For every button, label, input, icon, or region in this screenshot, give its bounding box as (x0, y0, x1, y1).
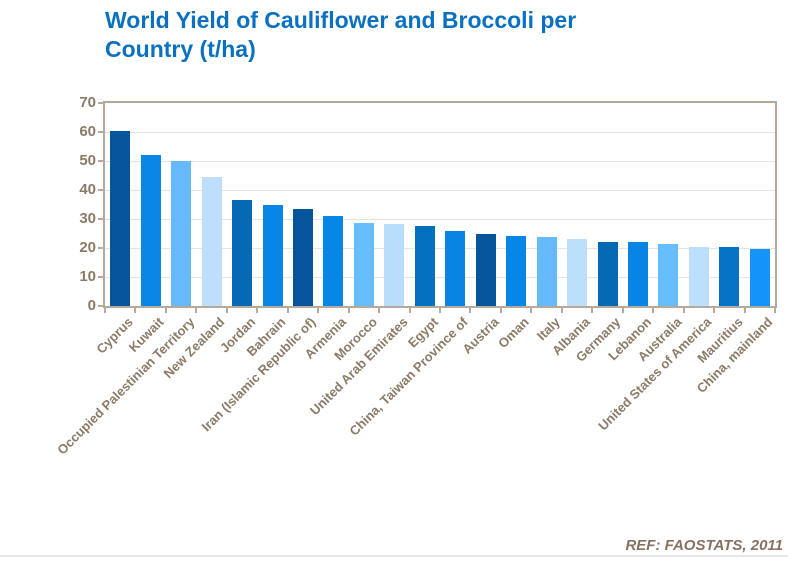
y-gridline (105, 132, 775, 133)
bar (597, 241, 618, 306)
bar (171, 161, 192, 306)
x-tick-mark (195, 308, 198, 313)
x-tick-mark (286, 308, 289, 313)
x-tick-mark (104, 308, 106, 313)
y-tick-mark (98, 131, 105, 133)
bar (262, 204, 283, 306)
reference-note: REF: FAOSTATS, 2011 (625, 537, 783, 554)
x-tick-mark (591, 308, 594, 313)
bar (323, 216, 344, 306)
chart-title: World Yield of Cauliflower and Broccoli … (105, 6, 765, 64)
bar (232, 200, 253, 306)
x-tick-mark (378, 308, 381, 313)
plot-area (103, 101, 777, 308)
bar (627, 242, 648, 306)
y-axis-label: 70 (79, 94, 96, 111)
y-gridline (105, 277, 775, 278)
bar (475, 233, 496, 306)
x-tick-mark (408, 308, 411, 313)
bar (536, 236, 557, 306)
y-tick-mark (98, 276, 105, 278)
y-tick-mark (98, 160, 105, 162)
bar (445, 230, 466, 306)
bar (414, 226, 435, 306)
x-tick-mark (743, 308, 746, 313)
y-tick-mark (98, 247, 105, 249)
x-tick-mark (621, 308, 624, 313)
x-tick-mark (713, 308, 716, 313)
bar (353, 222, 374, 306)
bar (567, 238, 588, 306)
y-gridline (105, 161, 775, 162)
x-tick-mark (774, 308, 776, 313)
y-axis-label: 0 (87, 297, 96, 314)
y-axis-label: 10 (79, 268, 96, 285)
y-axis-label: 30 (79, 210, 96, 227)
bar (110, 131, 131, 306)
bar (506, 235, 527, 306)
bar (658, 244, 679, 306)
x-tick-mark (560, 308, 563, 313)
bar (201, 177, 222, 306)
x-tick-mark (164, 308, 167, 313)
x-tick-mark (347, 308, 350, 313)
x-tick-mark (134, 308, 137, 313)
bar (688, 246, 709, 306)
x-axis-label: Occupied Palestinian Territory (53, 314, 198, 458)
x-tick-mark (499, 308, 502, 313)
x-tick-mark (439, 308, 441, 313)
y-axis-label: 40 (79, 181, 96, 198)
x-tick-mark (225, 308, 228, 313)
y-gridline (105, 190, 775, 191)
x-axis-label: Cyprus (93, 314, 137, 357)
y-tick-mark (98, 189, 105, 191)
y-gridline (105, 248, 775, 249)
bar (292, 209, 313, 306)
bar (140, 155, 161, 306)
y-axis-label: 60 (79, 123, 96, 140)
x-tick-mark (652, 308, 655, 313)
bar (749, 248, 770, 306)
chart-title-line1: World Yield of Cauliflower and Broccoli … (105, 7, 577, 33)
bottom-divider (0, 555, 788, 557)
x-tick-mark (469, 308, 472, 313)
x-tick-mark (317, 308, 320, 313)
y-axis-label: 50 (79, 152, 96, 169)
y-tick-mark (98, 218, 105, 220)
chart-title-line2: Country (t/ha) (105, 36, 256, 62)
bar (719, 247, 740, 306)
y-tick-mark (98, 102, 105, 104)
y-axis-label: 20 (79, 239, 96, 256)
x-tick-mark (530, 308, 533, 313)
x-axis-label: Oman (495, 314, 533, 351)
x-tick-mark (256, 308, 259, 313)
x-tick-mark (682, 308, 685, 313)
bar (384, 224, 405, 306)
y-gridline (105, 219, 775, 220)
y-tick-mark (98, 305, 105, 307)
